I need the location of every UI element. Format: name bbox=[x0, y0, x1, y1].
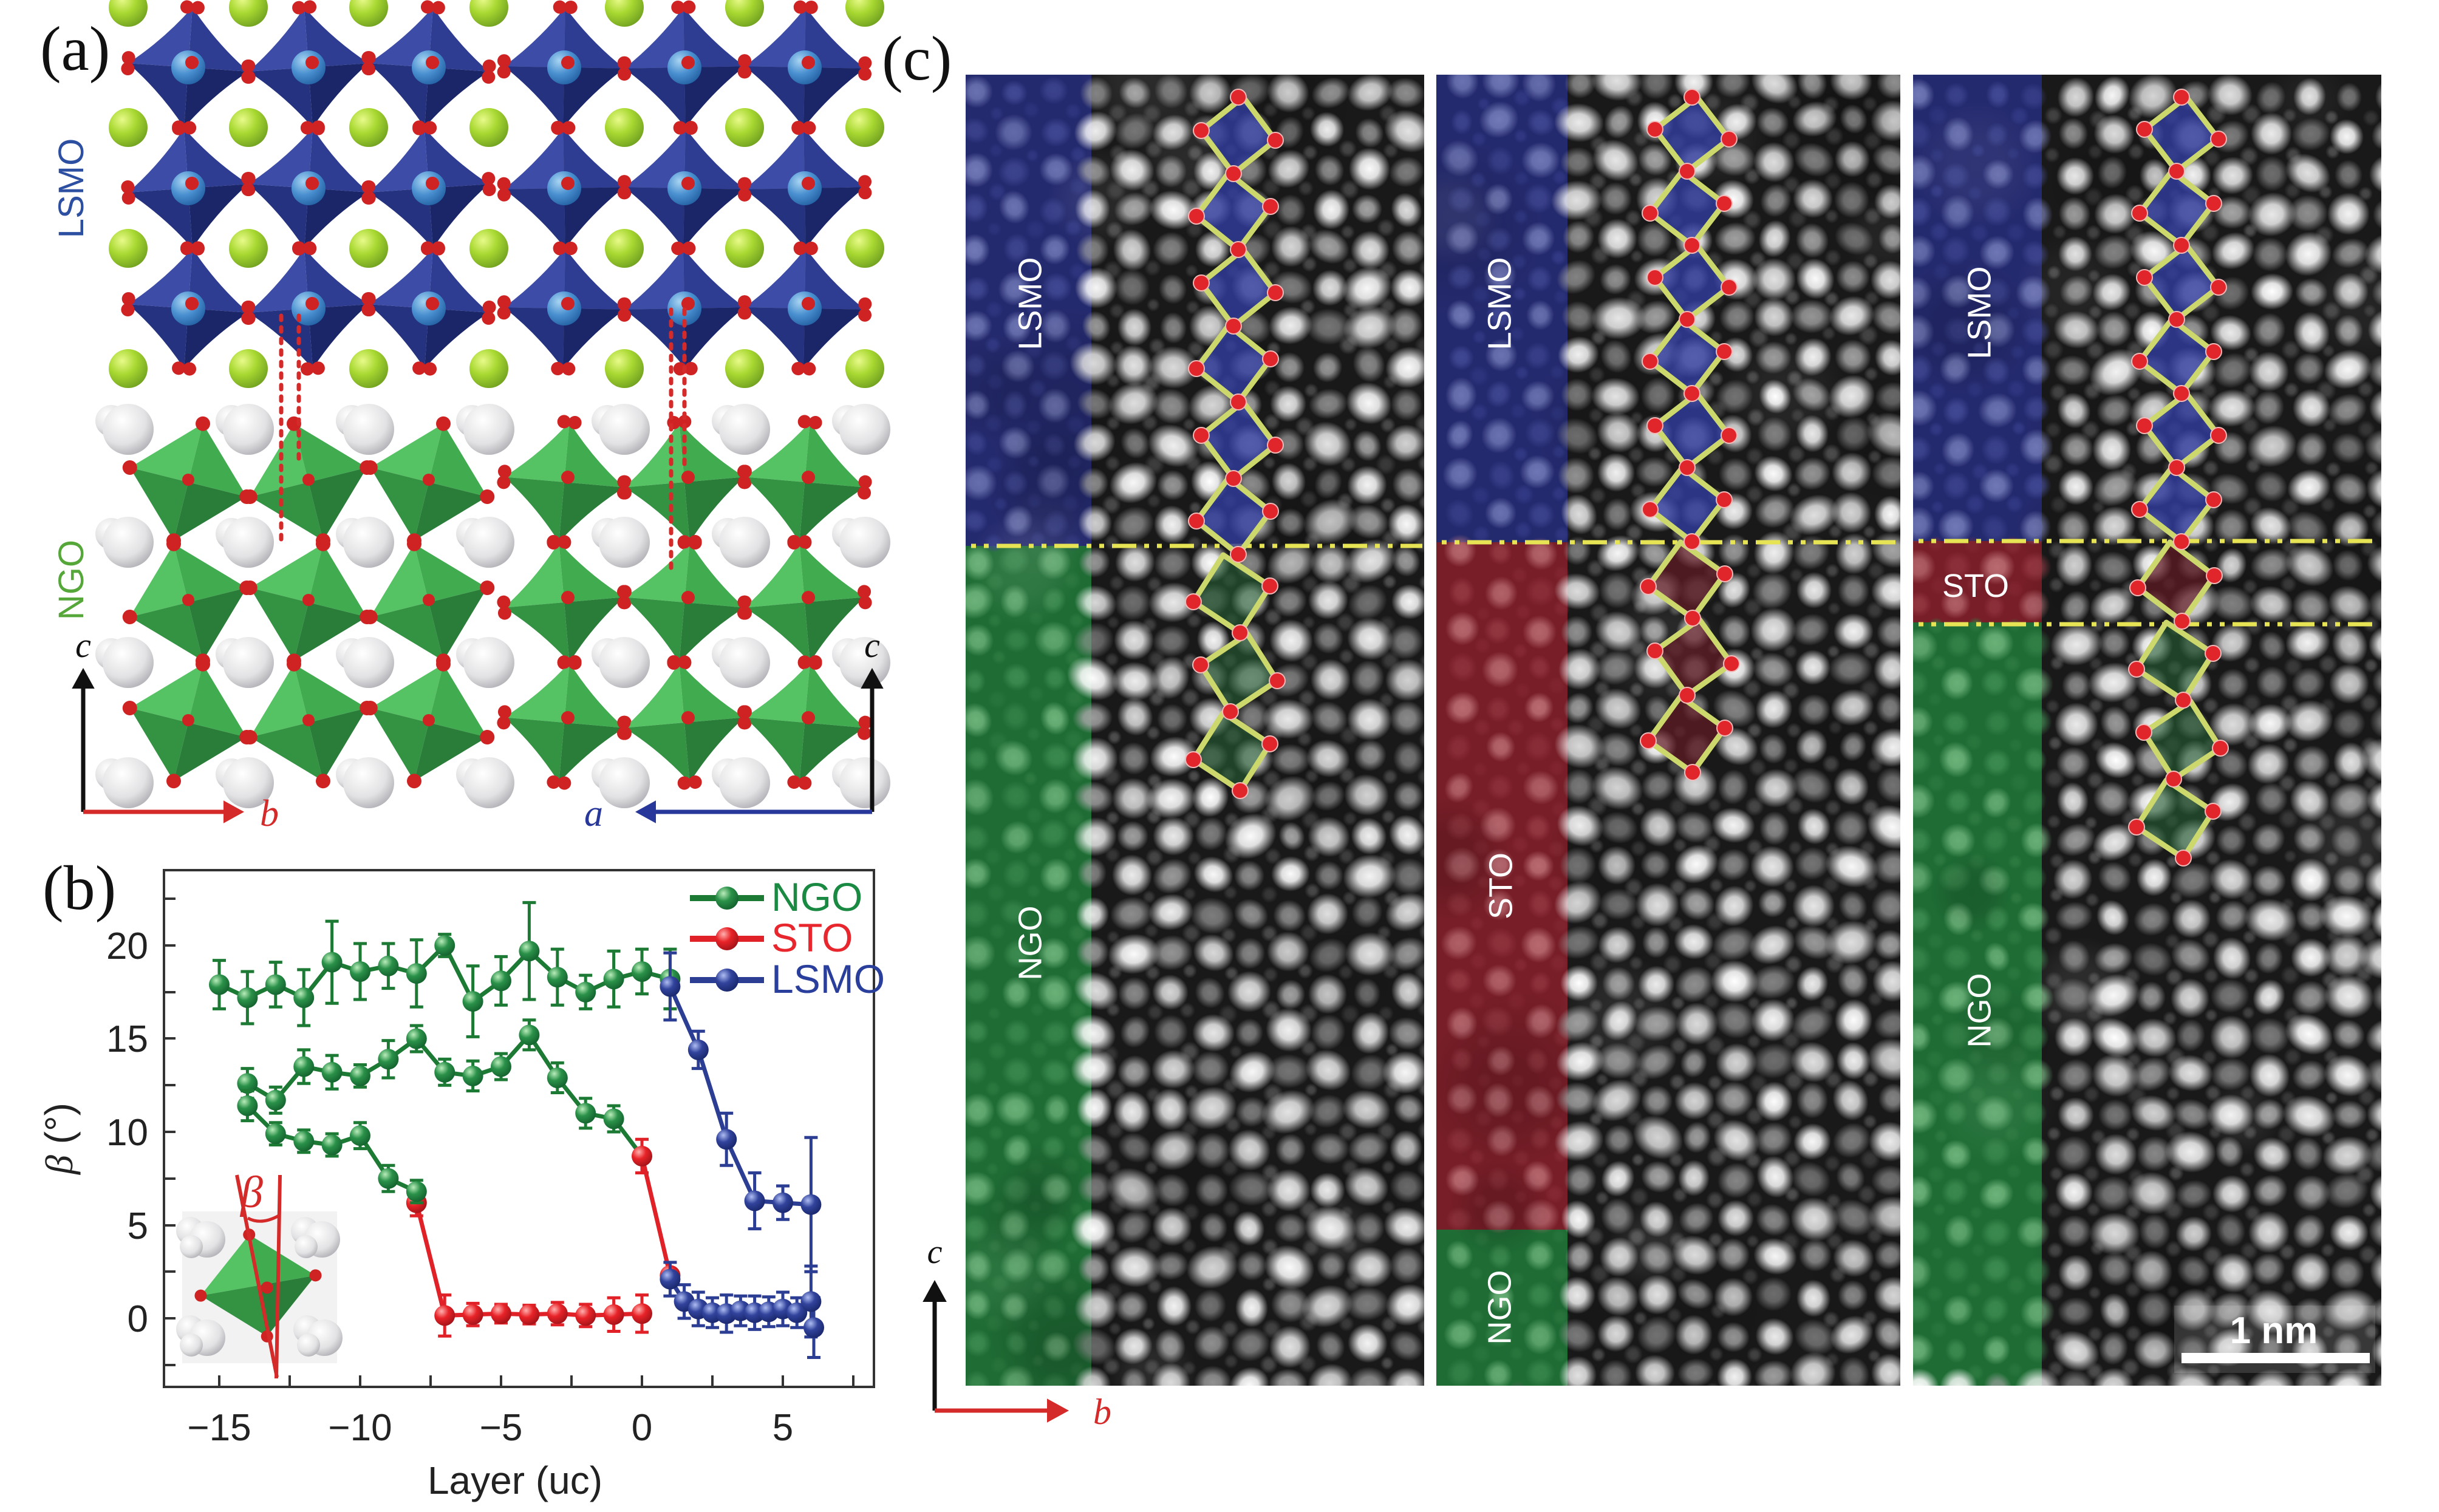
svg-text:LSMO: LSMO bbox=[1961, 266, 1997, 359]
svg-text:20: 20 bbox=[106, 925, 148, 967]
svg-text:(c): (c) bbox=[882, 24, 952, 94]
svg-text:β (°): β (°) bbox=[37, 1103, 81, 1176]
svg-text:LSMO: LSMO bbox=[1481, 257, 1518, 350]
svg-text:0: 0 bbox=[128, 1298, 148, 1340]
svg-text:−10: −10 bbox=[328, 1407, 392, 1449]
svg-text:10: 10 bbox=[106, 1112, 148, 1154]
svg-text:−15: −15 bbox=[187, 1407, 251, 1449]
svg-text:0: 0 bbox=[632, 1407, 652, 1449]
svg-text:NGO: NGO bbox=[52, 540, 91, 620]
svg-text:NGO: NGO bbox=[1961, 973, 1997, 1047]
svg-text:−5: −5 bbox=[480, 1407, 523, 1449]
svg-text:b: b bbox=[1093, 1392, 1111, 1432]
svg-text:LSMO: LSMO bbox=[1012, 257, 1048, 350]
svg-text:STO: STO bbox=[1942, 568, 2009, 604]
svg-text:(a): (a) bbox=[40, 14, 110, 84]
svg-text:c: c bbox=[75, 625, 91, 665]
svg-text:15: 15 bbox=[106, 1018, 148, 1060]
svg-text:5: 5 bbox=[773, 1407, 793, 1449]
svg-text:NGO: NGO bbox=[1012, 905, 1048, 980]
svg-text:NGO: NGO bbox=[771, 874, 862, 919]
svg-text:LSMO: LSMO bbox=[52, 138, 91, 238]
svg-text:c: c bbox=[864, 625, 880, 665]
svg-text:(b): (b) bbox=[43, 853, 116, 923]
svg-text:β: β bbox=[239, 1168, 263, 1217]
svg-text:1 nm: 1 nm bbox=[2230, 1310, 2318, 1352]
svg-text:STO: STO bbox=[1482, 853, 1519, 919]
svg-text:c: c bbox=[927, 1233, 943, 1271]
svg-text:Layer (uc): Layer (uc) bbox=[428, 1459, 602, 1502]
svg-text:NGO: NGO bbox=[1481, 1270, 1518, 1344]
svg-text:b: b bbox=[260, 793, 279, 834]
svg-text:LSMO: LSMO bbox=[771, 956, 885, 1001]
svg-text:a: a bbox=[584, 793, 603, 834]
svg-text:STO: STO bbox=[771, 915, 853, 960]
svg-text:5: 5 bbox=[128, 1205, 148, 1247]
